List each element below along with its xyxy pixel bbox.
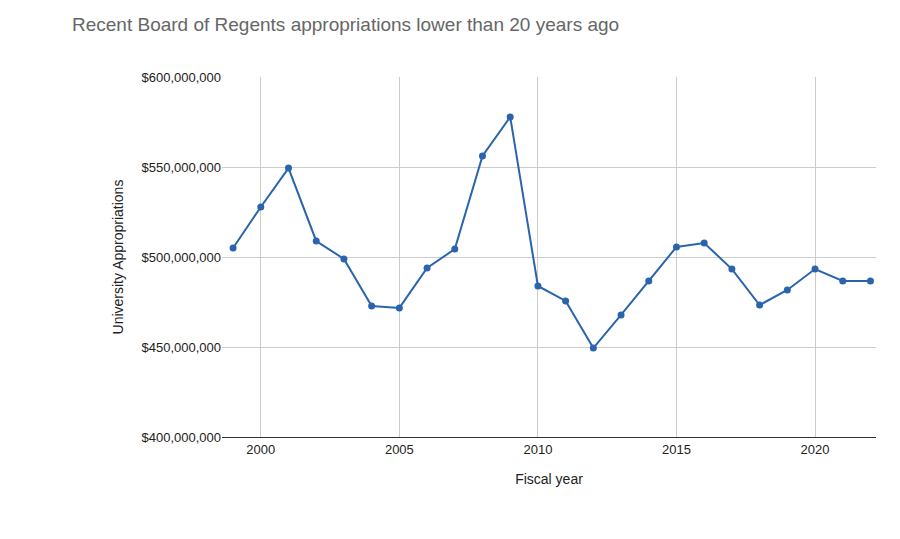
svg-text:2000: 2000: [246, 442, 275, 457]
svg-text:Recent Board of Regents approp: Recent Board of Regents appropriations l…: [72, 14, 619, 35]
svg-text:University Appropriations: University Appropriations: [110, 180, 126, 335]
svg-text:2020: 2020: [801, 442, 830, 457]
svg-text:Fiscal year: Fiscal year: [515, 471, 583, 487]
svg-text:$400,000,000: $400,000,000: [141, 430, 221, 445]
svg-text:2015: 2015: [662, 442, 691, 457]
svg-text:$450,000,000: $450,000,000: [141, 340, 221, 355]
svg-text:2005: 2005: [385, 442, 414, 457]
svg-text:$600,000,000: $600,000,000: [141, 70, 221, 85]
svg-text:$550,000,000: $550,000,000: [141, 160, 221, 175]
svg-text:2010: 2010: [523, 442, 552, 457]
svg-text:$500,000,000: $500,000,000: [141, 250, 221, 265]
